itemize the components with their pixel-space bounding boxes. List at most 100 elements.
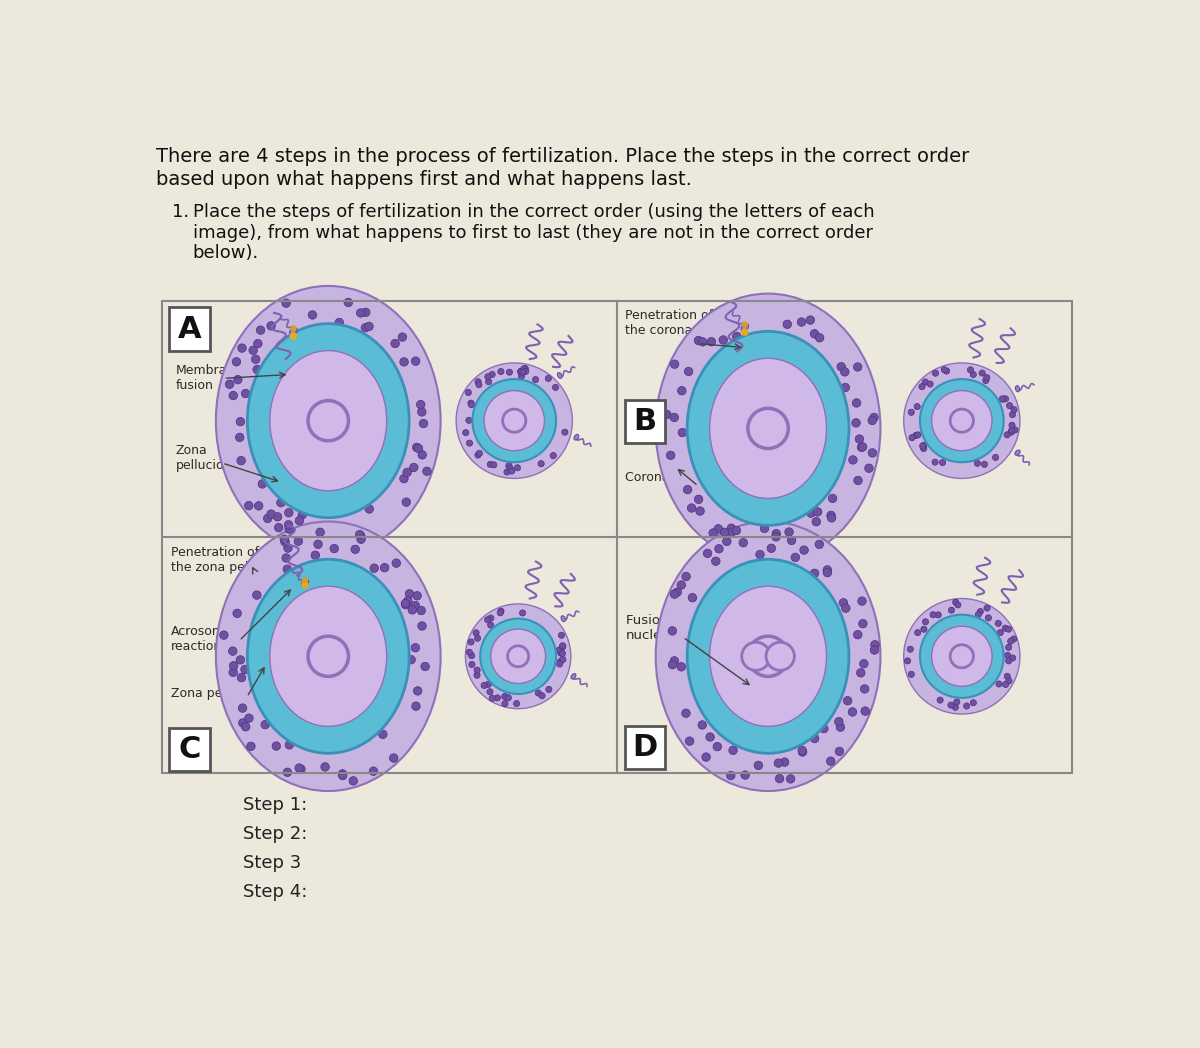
Circle shape bbox=[798, 746, 806, 755]
Circle shape bbox=[1002, 681, 1009, 687]
Text: Zona
pellucida: Zona pellucida bbox=[175, 443, 233, 472]
Circle shape bbox=[742, 329, 748, 335]
Ellipse shape bbox=[655, 293, 881, 563]
Circle shape bbox=[772, 529, 780, 538]
Text: D: D bbox=[632, 734, 658, 763]
Circle shape bbox=[361, 324, 370, 332]
Circle shape bbox=[666, 451, 674, 460]
Circle shape bbox=[1006, 626, 1012, 632]
Circle shape bbox=[930, 612, 936, 618]
Circle shape bbox=[422, 467, 431, 476]
Circle shape bbox=[283, 544, 293, 552]
Circle shape bbox=[412, 702, 420, 711]
Circle shape bbox=[1009, 655, 1015, 661]
Circle shape bbox=[922, 379, 929, 385]
Circle shape bbox=[296, 765, 305, 773]
Circle shape bbox=[266, 322, 275, 330]
Circle shape bbox=[671, 359, 679, 369]
Circle shape bbox=[407, 655, 415, 664]
Circle shape bbox=[283, 565, 292, 573]
Circle shape bbox=[330, 544, 338, 552]
Circle shape bbox=[559, 642, 565, 649]
Circle shape bbox=[848, 456, 857, 464]
Circle shape bbox=[238, 344, 246, 352]
Circle shape bbox=[245, 501, 253, 509]
Circle shape bbox=[316, 528, 324, 537]
Circle shape bbox=[476, 381, 482, 388]
Circle shape bbox=[286, 741, 294, 749]
Circle shape bbox=[485, 681, 491, 687]
Circle shape bbox=[1004, 673, 1010, 679]
Circle shape bbox=[295, 764, 304, 772]
Circle shape bbox=[707, 337, 715, 346]
Circle shape bbox=[732, 332, 742, 341]
Circle shape bbox=[976, 612, 982, 617]
Circle shape bbox=[533, 376, 539, 383]
Circle shape bbox=[714, 525, 722, 533]
Circle shape bbox=[226, 380, 234, 389]
Circle shape bbox=[670, 590, 679, 598]
Circle shape bbox=[414, 444, 422, 453]
Circle shape bbox=[361, 308, 370, 316]
Circle shape bbox=[953, 599, 959, 606]
Circle shape bbox=[791, 553, 799, 562]
Circle shape bbox=[727, 528, 736, 537]
Circle shape bbox=[518, 373, 524, 379]
Circle shape bbox=[920, 615, 1003, 698]
Circle shape bbox=[559, 650, 565, 656]
Circle shape bbox=[935, 612, 941, 618]
Circle shape bbox=[814, 507, 822, 517]
Circle shape bbox=[800, 546, 809, 554]
Circle shape bbox=[252, 591, 262, 599]
Circle shape bbox=[841, 384, 850, 392]
Circle shape bbox=[1010, 407, 1018, 413]
Circle shape bbox=[941, 367, 948, 373]
Circle shape bbox=[786, 774, 794, 783]
Circle shape bbox=[914, 630, 920, 636]
Text: B: B bbox=[634, 407, 656, 436]
Circle shape bbox=[356, 532, 365, 541]
Circle shape bbox=[853, 476, 863, 485]
Circle shape bbox=[984, 374, 990, 380]
Circle shape bbox=[414, 686, 422, 695]
FancyBboxPatch shape bbox=[625, 400, 665, 443]
Circle shape bbox=[662, 410, 671, 419]
Circle shape bbox=[298, 510, 306, 519]
Circle shape bbox=[247, 742, 256, 750]
Ellipse shape bbox=[558, 373, 562, 378]
Circle shape bbox=[398, 333, 407, 342]
Circle shape bbox=[858, 619, 868, 628]
Circle shape bbox=[914, 432, 922, 438]
Circle shape bbox=[967, 367, 973, 373]
Ellipse shape bbox=[709, 586, 827, 726]
Circle shape bbox=[535, 690, 541, 696]
Circle shape bbox=[1002, 396, 1008, 402]
Circle shape bbox=[559, 643, 566, 650]
Circle shape bbox=[727, 524, 736, 532]
Circle shape bbox=[239, 719, 247, 727]
Circle shape bbox=[836, 363, 846, 371]
Circle shape bbox=[970, 371, 977, 377]
Circle shape bbox=[857, 443, 866, 452]
Circle shape bbox=[274, 512, 282, 521]
Circle shape bbox=[350, 545, 360, 553]
Circle shape bbox=[907, 647, 913, 652]
Circle shape bbox=[761, 524, 769, 532]
Circle shape bbox=[983, 377, 989, 384]
Circle shape bbox=[722, 538, 731, 546]
Ellipse shape bbox=[688, 331, 848, 525]
Circle shape bbox=[557, 661, 563, 668]
Circle shape bbox=[252, 355, 260, 364]
Circle shape bbox=[684, 367, 692, 375]
Circle shape bbox=[498, 369, 504, 374]
Circle shape bbox=[688, 593, 697, 602]
Circle shape bbox=[677, 581, 685, 589]
Circle shape bbox=[974, 460, 980, 466]
Circle shape bbox=[828, 495, 836, 503]
Circle shape bbox=[466, 417, 472, 423]
Circle shape bbox=[235, 433, 244, 441]
Ellipse shape bbox=[571, 674, 576, 679]
Circle shape bbox=[484, 391, 545, 451]
Ellipse shape bbox=[742, 324, 749, 331]
Circle shape bbox=[456, 363, 572, 479]
